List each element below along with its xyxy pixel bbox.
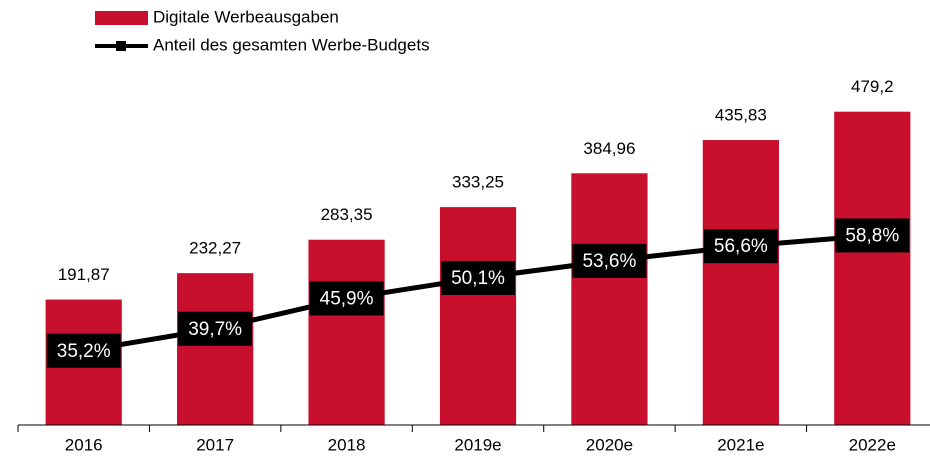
data-label: 283,35 [321, 205, 373, 224]
data-label-box [178, 311, 253, 346]
legend-swatch [95, 11, 148, 25]
data-label-box [46, 333, 121, 368]
bar [571, 173, 648, 425]
legend-label: Digitale Werbeausgaben [153, 7, 339, 26]
data-label-box [572, 243, 647, 278]
bar [834, 111, 911, 425]
bar [702, 140, 779, 425]
data-label: 39,7% [188, 319, 242, 340]
data-label-box [835, 218, 910, 253]
data-label: 333,25 [452, 173, 504, 192]
x-tick-label: 2017 [196, 435, 234, 454]
data-label-box [703, 229, 778, 264]
x-tick-label: 2020e [586, 435, 633, 454]
x-tick-label: 2022e [849, 435, 896, 454]
x-tick-label: 2016 [65, 435, 103, 454]
x-tick-label: 2019e [454, 435, 501, 454]
data-label: 435,83 [715, 106, 767, 125]
data-label: 56,6% [714, 236, 768, 257]
data-label-box [309, 281, 384, 316]
x-tick-label: 2018 [328, 435, 366, 454]
data-label: 50,1% [451, 268, 505, 289]
legend-label: Anteil des gesamten Werbe-Budgets [153, 35, 430, 54]
data-label: 35,2% [57, 341, 111, 362]
data-label-box [441, 260, 515, 295]
data-label: 384,96 [583, 139, 635, 158]
legend-swatch [116, 41, 126, 51]
bar [177, 273, 254, 425]
bar [308, 239, 385, 425]
data-label: 232,27 [189, 239, 241, 258]
x-tick-label: 2021e [717, 435, 764, 454]
data-label: 191,87 [58, 265, 110, 284]
data-label: 58,8% [845, 225, 899, 246]
data-label: 45,9% [320, 288, 374, 309]
data-label: 53,6% [582, 251, 636, 272]
data-label: 479,2 [851, 77, 894, 96]
bar [439, 207, 517, 425]
